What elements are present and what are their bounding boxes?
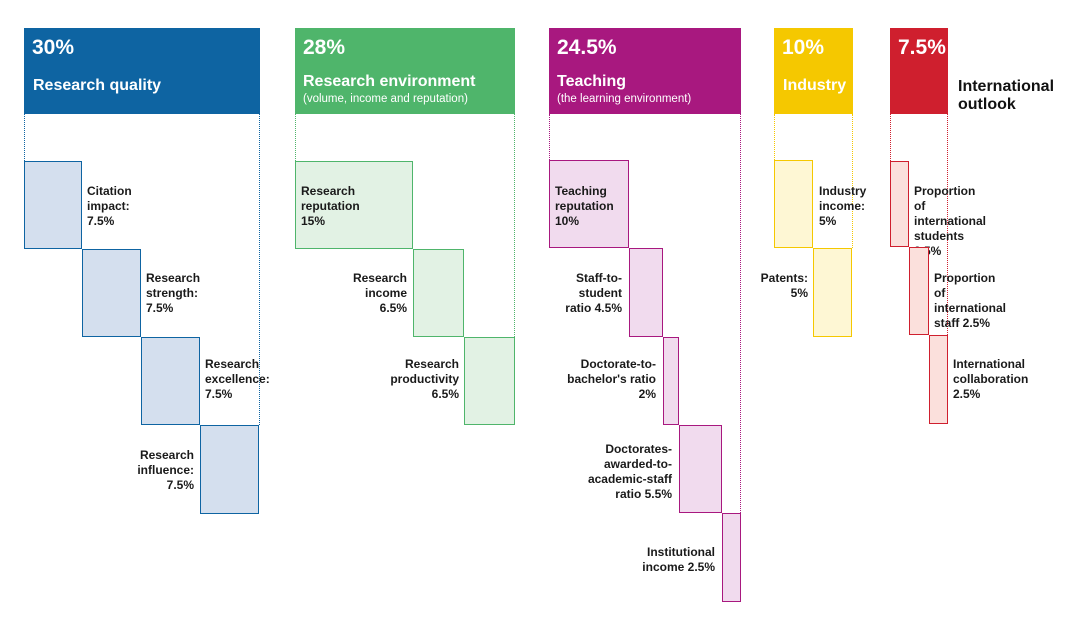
metric-label: Staff-to- student ratio 4.5% [565, 271, 622, 315]
pillar-header: 30% Research quality [24, 28, 260, 114]
metric-label: Doctorates- awarded-to- academic-staff r… [587, 442, 672, 501]
guide-line-right [259, 114, 260, 425]
metric-label: Citation impact: 7.5% [87, 184, 132, 228]
pillar-header: 10% Industry [774, 28, 853, 114]
pillar-percent: 10% [782, 36, 825, 59]
pillar-subtitle: (the learning environment) [557, 93, 692, 105]
metric-box [663, 337, 679, 425]
metric-box [679, 425, 722, 513]
metric-box [722, 513, 741, 602]
metric-box [890, 161, 909, 247]
pillar-percent: 7.5% [898, 36, 946, 59]
metric-label: Teaching reputation 10% [555, 184, 614, 228]
metric-box [549, 160, 629, 248]
metric-label: Proportion of international students 2.5… [914, 184, 987, 258]
pillar-header: 7.5% [890, 28, 948, 114]
metric-box [464, 337, 515, 425]
guide-line-left [774, 114, 775, 160]
metric-box [200, 425, 259, 514]
metric-box [909, 247, 929, 335]
metric-label: Patents: 5% [760, 271, 808, 300]
metric-label: Research influence: 7.5% [137, 448, 194, 492]
pillar-percent: 28% [303, 36, 346, 59]
guide-line-right [947, 114, 948, 335]
metric-label: Doctorate-to- bachelor's ratio 2% [567, 357, 656, 401]
pillar-percent: 24.5% [557, 36, 617, 59]
pillar-name: Research environment [303, 73, 476, 90]
pillar-subtitle: (volume, income and reputation) [303, 93, 468, 105]
pillar-header: 24.5% Teaching (the learning environment) [549, 28, 741, 114]
metric-box [141, 337, 200, 425]
metric-box [82, 249, 141, 337]
metric-label: Research excellence: 7.5% [205, 357, 270, 401]
guide-line-left [295, 114, 296, 161]
pillar-header: 28% Research environment (volume, income a… [295, 28, 515, 114]
metric-box [774, 160, 813, 248]
metric-box [813, 248, 852, 337]
pillar-name: International outlook [958, 78, 1055, 113]
guide-line-left [890, 114, 891, 161]
metric-label: Research productivity 6.5% [390, 357, 459, 401]
guide-line-right [514, 114, 515, 337]
metric-box [929, 335, 948, 424]
metric-label: International collaboration 2.5% [953, 357, 1029, 401]
pillar-percent: 30% [32, 36, 75, 59]
metric-label: Industry income: 5% [819, 184, 867, 228]
metric-label: Research reputation 15% [301, 184, 360, 228]
metric-box [629, 248, 663, 337]
metric-box [413, 249, 464, 337]
metric-box [295, 161, 413, 249]
pillar-name: Teaching [557, 73, 627, 90]
metric-label: Research income 6.5% [352, 271, 407, 315]
guide-line-right [740, 114, 741, 513]
pillar-name: Research quality [33, 77, 162, 94]
guide-line-left [549, 114, 550, 160]
metric-label: Research strength: 7.5% [146, 271, 201, 315]
metric-label: Institutional income 2.5% [642, 545, 715, 574]
metric-label: Proportion of international staff 2.5% [934, 271, 1007, 330]
guide-line-left [24, 114, 25, 161]
metric-box [24, 161, 82, 249]
pillar-name: Industry [783, 77, 847, 94]
guide-line-right [852, 114, 853, 248]
